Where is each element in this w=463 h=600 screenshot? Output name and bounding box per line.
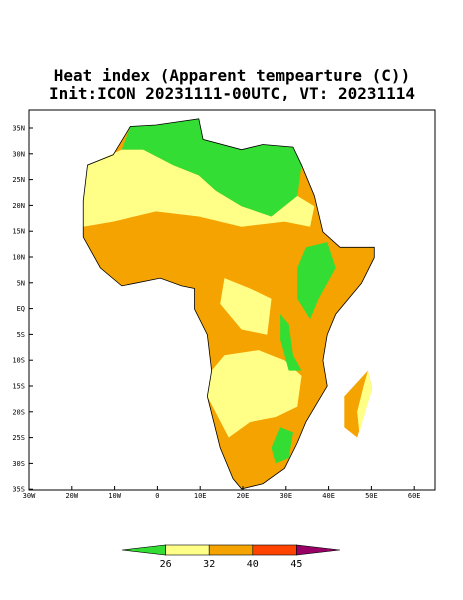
colorbar-label: 32 bbox=[203, 559, 215, 570]
colorbar-label: 45 bbox=[290, 559, 302, 570]
lon-label: 20W bbox=[65, 492, 78, 500]
title-line: Heat index (Apparent tempearture (C)) bbox=[54, 66, 410, 85]
lat-label: 5N bbox=[17, 279, 25, 287]
lon-label: 10E bbox=[194, 492, 207, 500]
lat-label: 10N bbox=[12, 254, 25, 262]
lat-label: 10S bbox=[12, 357, 25, 365]
lat-label: 25N bbox=[12, 176, 25, 184]
lon-label: 30E bbox=[279, 492, 292, 500]
lat-label: 30S bbox=[12, 460, 25, 468]
lat-label: 25S bbox=[12, 434, 25, 442]
colorbar-segment bbox=[296, 544, 341, 556]
lat-label: 15S bbox=[12, 383, 25, 391]
lat-label: EQ bbox=[17, 305, 25, 313]
colorbar: 26 32 40 45 bbox=[121, 544, 341, 570]
colorbar-segment bbox=[165, 544, 210, 556]
coastline bbox=[82, 118, 375, 490]
region-green bbox=[121, 118, 302, 217]
region-green bbox=[297, 242, 336, 320]
region-yellow bbox=[83, 149, 315, 227]
lon-label: 50E bbox=[365, 492, 378, 500]
lon-label: 0 bbox=[155, 492, 159, 500]
region-yellow bbox=[207, 350, 302, 438]
lat-label: 35S bbox=[12, 486, 25, 494]
map bbox=[82, 118, 375, 490]
lon-label: 30W bbox=[23, 492, 36, 500]
region-yellow bbox=[220, 278, 272, 335]
region-green bbox=[271, 427, 293, 464]
lon-label: 60E bbox=[408, 492, 421, 500]
lon-label: 40E bbox=[322, 492, 335, 500]
madagascar-east bbox=[357, 370, 373, 433]
colorbar-label: 26 bbox=[160, 559, 172, 570]
colorbar-segment bbox=[208, 544, 254, 556]
lat-label: 35N bbox=[12, 125, 25, 133]
map-frame bbox=[28, 109, 436, 491]
lat-label: 20S bbox=[12, 408, 25, 416]
axes: 35N 30N 25N 20N 15N 10N 5N EQ 5S 10S 15S 20S 25S 30S 3… bbox=[12, 125, 420, 501]
region-green bbox=[280, 314, 302, 371]
title-line: Init:ICON 20231111-00UTC, VT: 20231114 bbox=[49, 84, 415, 103]
lon-label: 10W bbox=[108, 492, 121, 500]
colorbar-segment bbox=[252, 544, 297, 556]
lat-label: 20N bbox=[12, 202, 25, 210]
colorbar-label: 40 bbox=[247, 559, 259, 570]
lat-label: 15N bbox=[12, 228, 25, 236]
lat-label: 30N bbox=[12, 150, 25, 158]
lat-label: 5S bbox=[17, 331, 25, 339]
lon-label: 20E bbox=[237, 492, 250, 500]
